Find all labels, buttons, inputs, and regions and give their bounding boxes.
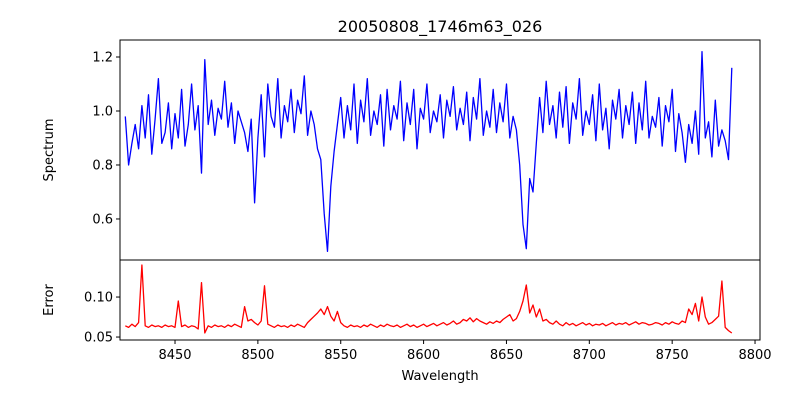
y-axis-label-spectrum: Spectrum (42, 119, 57, 182)
x-axis-label: Wavelength (401, 369, 478, 384)
y-tick-label: 0.05 (84, 331, 113, 346)
x-tick-label: 8800 (738, 348, 771, 363)
x-tick-label: 8700 (573, 348, 606, 363)
x-tick-label: 8600 (407, 348, 440, 363)
chart-title: 20050808_1746m63_026 (338, 17, 543, 37)
y-tick-label: 0.8 (92, 158, 113, 173)
y-axis-label-error: Error (42, 284, 57, 316)
x-tick-label: 8750 (656, 348, 689, 363)
x-tick-label: 8550 (324, 348, 357, 363)
x-tick-label: 8500 (241, 348, 274, 363)
error-panel: 0.05 0.10 8450 8500 8550 8600 8650 8700 8750 8800 (84, 259, 772, 363)
error-series-line (125, 264, 733, 334)
axes-frame (119, 259, 761, 341)
y-tick-label: 0.6 (92, 212, 113, 227)
y-tick-label: 1.0 (92, 104, 113, 119)
x-tick-label: 8450 (158, 348, 191, 363)
spectrum-panel: 0.6 0.8 1.0 1.2 (92, 39, 761, 261)
x-tick-label: 8650 (490, 348, 523, 363)
y-tick-label: 1.2 (92, 51, 113, 66)
spectrum-series-line (124, 50, 733, 253)
y-tick-label: 0.10 (84, 291, 113, 306)
